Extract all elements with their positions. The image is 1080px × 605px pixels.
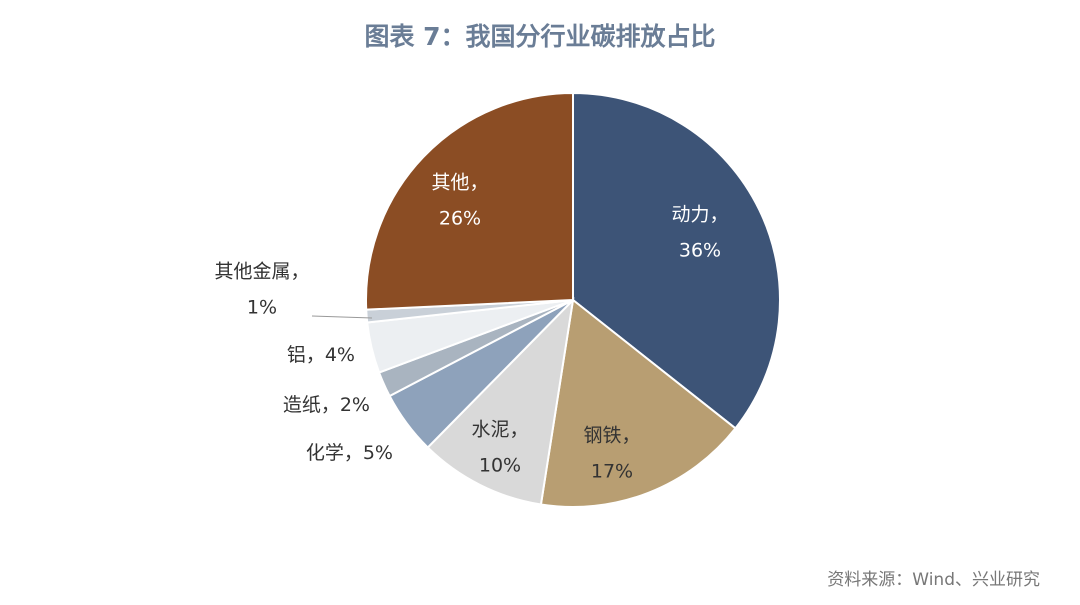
slice-label: 造纸，2% <box>283 394 370 416</box>
slice-label-value: 36% <box>679 240 721 262</box>
slice-label-name: 铝， <box>287 344 325 366</box>
pie-slice <box>365 91 574 311</box>
slice-label-value: 4% <box>325 344 355 366</box>
slice-label: 化学，5% <box>306 442 393 464</box>
slice-label-name: 其他金属， <box>214 261 309 283</box>
slice-label-name: 化学， <box>306 442 363 464</box>
chart-title: 图表 7：我国分行业碳排放占比 <box>364 22 715 51</box>
slice-label-value: 26% <box>439 208 481 230</box>
slice-label-name: 钢铁， <box>583 425 640 447</box>
slice-label-name: 造纸， <box>283 394 340 416</box>
slice-label-value: 10% <box>479 455 521 477</box>
leader-line <box>311 315 373 319</box>
slice-label-name: 动力， <box>671 204 728 226</box>
pie-slice <box>572 91 781 430</box>
slice-label: 铝，4% <box>287 344 355 366</box>
source-note: 资料来源：Wind、兴业研究 <box>827 570 1040 590</box>
slice-label-name: 水泥， <box>471 419 528 441</box>
slice-label-value: 1% <box>247 297 277 319</box>
slice-label-name: 其他， <box>431 172 488 194</box>
slice-label-value: 5% <box>363 442 393 464</box>
pie-slice <box>426 297 575 506</box>
slice-label-value: 2% <box>340 394 370 416</box>
pie-slice <box>539 298 737 508</box>
slice-label-value: 17% <box>591 461 633 483</box>
